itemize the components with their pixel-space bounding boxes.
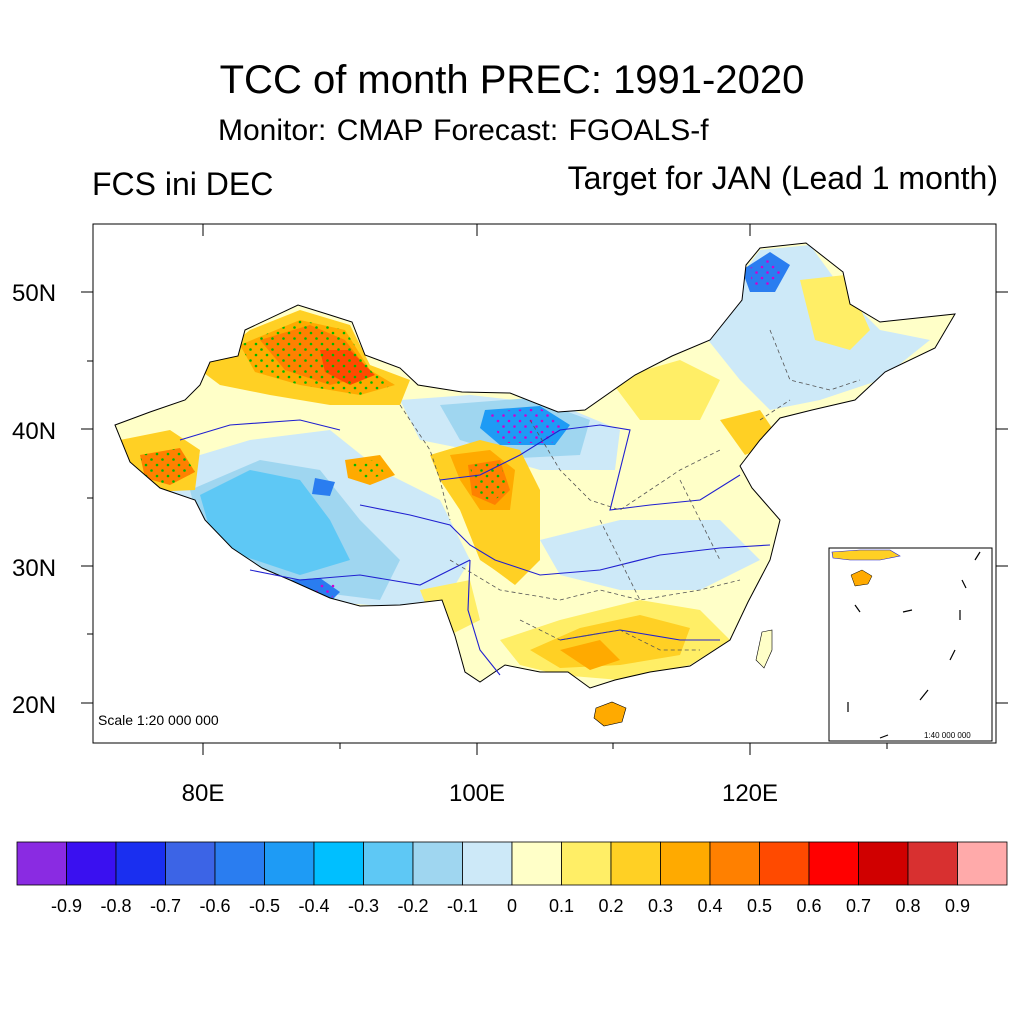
right-label: Target for JAN (Lead 1 month) [567, 160, 998, 196]
colorbar-box [808, 841, 859, 886]
region-hainan [593, 701, 627, 727]
colorbar-tick-label: 0.1 [548, 896, 575, 916]
colorbar-tick-label: 0.3 [647, 896, 674, 916]
x-tick-label-100e: 100E [448, 780, 506, 807]
scale-label-inset: 1:40 000 000 [924, 731, 971, 740]
chart-subtitle: Monitor: CMAP Forecast: FGOALS-f [218, 114, 709, 147]
region-sichuan [485, 515, 540, 585]
colorbar-tick-label: -0.3 [347, 896, 380, 916]
colorbar-tick-label: -0.4 [298, 896, 330, 916]
colorbar-tick-label: -0.7 [149, 896, 182, 916]
colorbar-box [907, 841, 958, 886]
colorbar-box [363, 841, 414, 886]
colorbar-box [610, 841, 661, 886]
colorbar-tick-label: -0.1 [446, 896, 479, 916]
y-tick-label-50n: 50N [12, 280, 57, 307]
colorbar-box [462, 841, 513, 886]
colorbar-tick-label: 0.9 [944, 896, 971, 916]
colorbar-box [759, 841, 810, 886]
colorbar-box [561, 841, 612, 886]
x-tick-label-120e: 120E [721, 780, 779, 807]
colorbar-box [214, 841, 265, 886]
taiwan-outline [755, 629, 773, 669]
colorbar-tick-label: 0 [506, 896, 518, 916]
colorbar-box [412, 841, 463, 886]
region-tibet [200, 470, 350, 575]
colorbar-box [858, 841, 909, 886]
chart-title: TCC of month PREC: 1991-2020 [219, 58, 805, 102]
colorbar-box [313, 841, 364, 886]
colorbar-box [66, 841, 117, 886]
colorbar-tick-label: -0.8 [100, 896, 132, 916]
colorbar-tick-label: 0.8 [895, 896, 921, 916]
china-border [114, 242, 956, 689]
colorbar-box [957, 841, 1008, 886]
colorbar-box [709, 841, 760, 886]
colorbar-box [16, 841, 67, 886]
y-tick-label-40n: 40N [12, 418, 57, 445]
colorbar-tick-label: 0.7 [845, 896, 872, 916]
colorbar-tick-label: 0.6 [796, 896, 822, 916]
y-tick-label-20n: 20N [12, 692, 57, 719]
colorbar-box [660, 841, 711, 886]
colorbar-tick-label: 0.2 [598, 896, 624, 916]
colorbar-box [115, 841, 166, 886]
colorbar-box [264, 841, 315, 886]
colorbar-box [165, 841, 216, 886]
colorbar-tick-label: 0.4 [697, 896, 723, 916]
left-label: FCS ini DEC [92, 166, 274, 202]
inset-map [828, 547, 993, 742]
scale-label-main: Scale 1:20 000 000 [98, 712, 219, 728]
axis-ticks [81, 224, 1008, 755]
colorbar [16, 841, 1008, 886]
x-tick-label-80e: 80E [181, 780, 225, 807]
province-boundaries [399, 329, 861, 651]
colorbar-box [511, 841, 562, 886]
colorbar-tick-label: -0.2 [397, 896, 429, 916]
colorbar-tick-label: -0.6 [199, 896, 231, 916]
rivers [179, 419, 771, 676]
colorbar-tick-label: -0.5 [248, 896, 281, 916]
colorbar-tick-label: -0.9 [50, 896, 83, 916]
y-tick-label-30n: 30N [12, 555, 57, 582]
colorbar-tick-label: 0.5 [746, 896, 773, 916]
